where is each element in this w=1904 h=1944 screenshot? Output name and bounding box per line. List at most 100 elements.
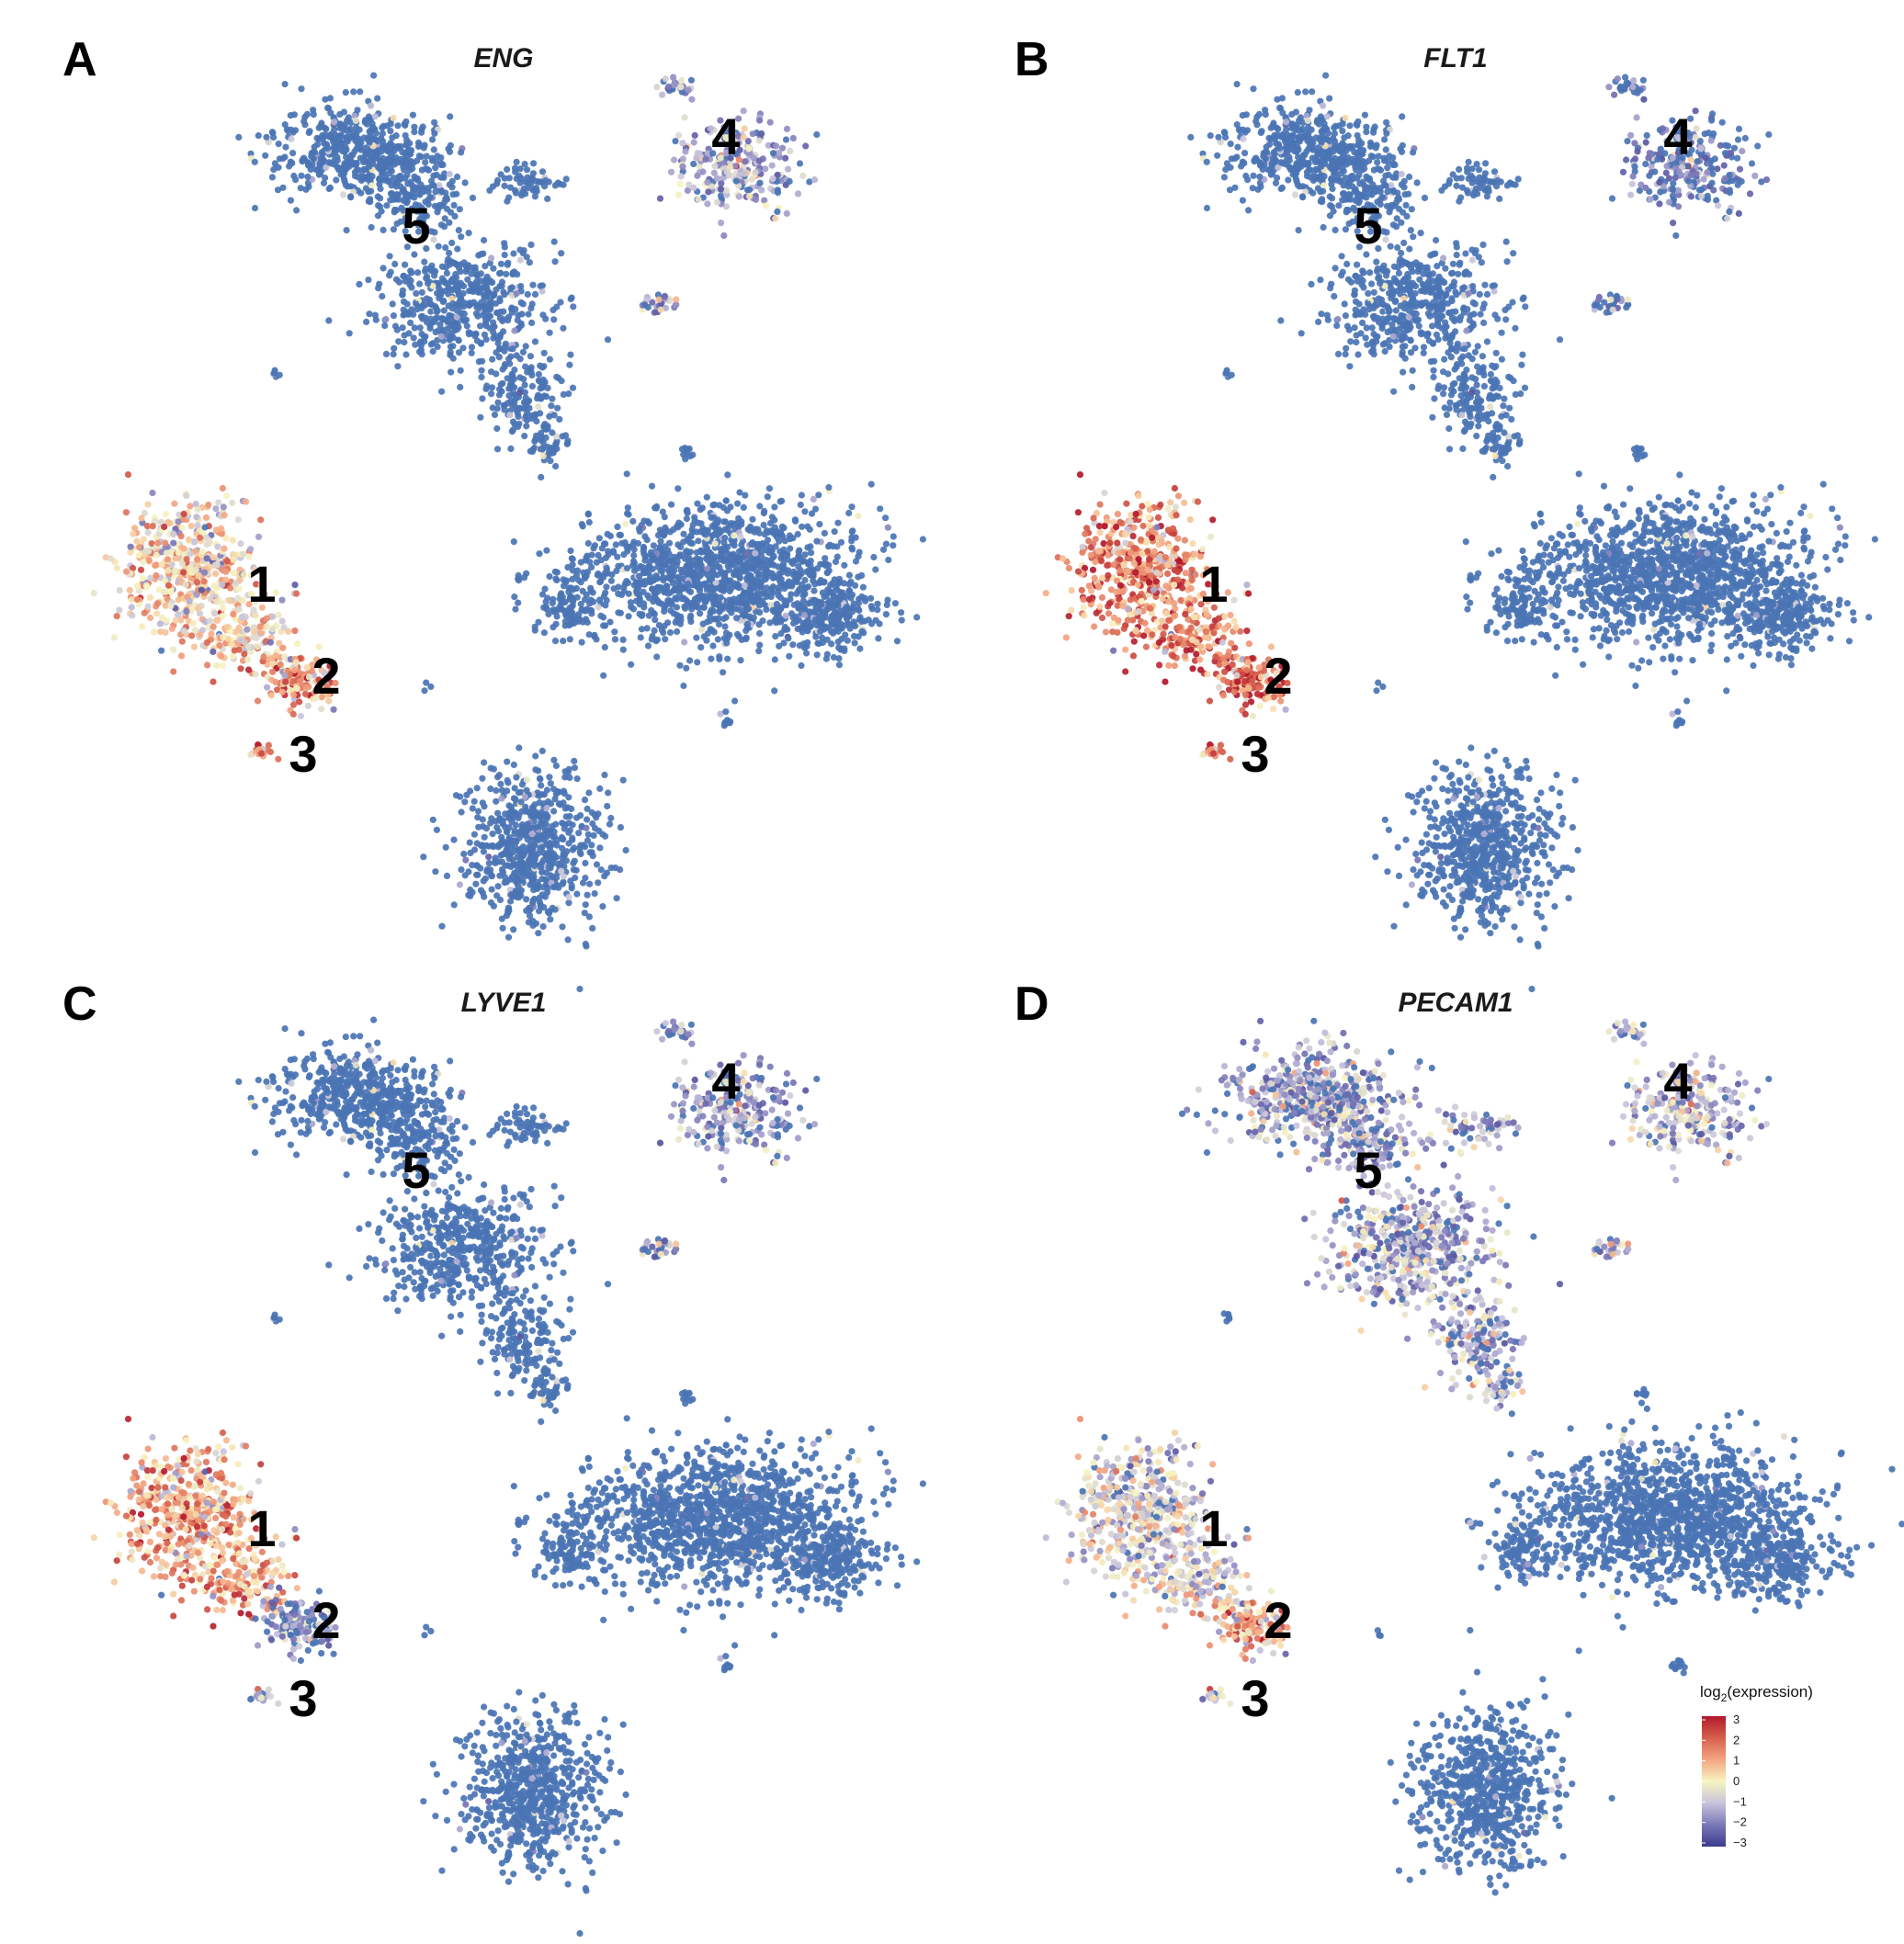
cell-point — [129, 564, 137, 572]
cell-point — [845, 571, 854, 579]
cell-point — [437, 187, 445, 195]
cell-point — [760, 521, 767, 529]
cell-point — [666, 528, 674, 536]
cell-point — [560, 576, 567, 583]
cell-point — [280, 624, 288, 631]
cell-point — [688, 539, 697, 548]
cell-point — [183, 492, 190, 500]
cell-point — [395, 338, 402, 345]
cell-point — [167, 587, 175, 595]
cell-point — [113, 564, 120, 572]
cell-point — [475, 823, 482, 831]
cell-point — [581, 910, 588, 917]
cell-point — [374, 193, 381, 200]
cell-point — [501, 251, 508, 259]
cell-point — [545, 610, 552, 618]
cell-point — [204, 661, 211, 669]
cell-point — [637, 634, 644, 641]
cell-point — [759, 617, 766, 625]
cell-point — [334, 157, 341, 164]
cell-point — [782, 154, 789, 162]
cell-point — [468, 349, 475, 356]
cell-point — [538, 168, 547, 175]
cell-point — [379, 130, 386, 137]
cell-point — [180, 569, 187, 576]
cell-point — [597, 557, 605, 564]
cell-point — [602, 602, 609, 609]
cell-point — [755, 157, 763, 164]
cell-point — [164, 518, 172, 526]
cell-point — [455, 323, 462, 331]
cell-point — [505, 356, 513, 363]
cell-point — [619, 646, 627, 653]
cell-point — [771, 516, 778, 524]
cell-point — [499, 851, 506, 858]
cell-point — [320, 179, 328, 186]
cell-point — [520, 852, 527, 859]
cell-point — [493, 370, 500, 378]
cell-point — [305, 129, 312, 137]
cell-point — [293, 640, 300, 648]
cell-point — [326, 132, 334, 140]
cell-point — [819, 639, 826, 647]
cell-point — [538, 382, 546, 390]
cell-point — [1096, 529, 1104, 537]
cell-point — [659, 508, 666, 515]
cell-point — [571, 613, 578, 620]
cell-point — [773, 142, 780, 150]
cell-point — [607, 577, 616, 584]
cell-point — [138, 514, 145, 522]
cell-point — [143, 523, 152, 530]
cell-point — [798, 492, 806, 499]
cell-point — [565, 390, 572, 398]
cell-point — [560, 878, 567, 886]
cell-point — [779, 525, 788, 532]
cell-point — [529, 281, 537, 288]
cell-point — [835, 644, 843, 651]
cell-point — [157, 628, 164, 636]
cell-point — [529, 170, 538, 177]
cell-point — [391, 175, 398, 182]
cell-point — [180, 545, 187, 552]
cell-point — [177, 652, 186, 660]
cell-point — [190, 643, 198, 650]
cell-point — [634, 539, 642, 548]
cell-point — [330, 706, 337, 713]
cell-point — [805, 618, 812, 627]
cell-point — [526, 404, 533, 412]
cell-point — [175, 596, 182, 604]
cell-point — [221, 512, 228, 519]
cell-point — [725, 566, 733, 574]
cell-point — [566, 636, 573, 643]
cell-point — [302, 684, 310, 692]
cell-point — [704, 178, 711, 186]
cell-point — [363, 120, 371, 128]
cell-point — [244, 553, 253, 560]
cell-point — [487, 764, 494, 772]
cell-point — [760, 589, 767, 597]
cell-point — [144, 529, 152, 537]
cell-point — [149, 489, 156, 497]
cell-point — [416, 280, 424, 288]
cell-point — [590, 545, 597, 552]
cell-point — [180, 627, 188, 635]
cell-point — [413, 289, 420, 297]
cell-point — [507, 863, 515, 871]
cell-point — [298, 85, 305, 93]
cell-point — [653, 84, 661, 91]
cell-point — [407, 267, 414, 275]
cell-point — [552, 820, 560, 828]
cell-point — [786, 652, 793, 660]
cell-point — [234, 516, 242, 524]
cell-point — [615, 609, 622, 616]
cell-point — [721, 719, 729, 727]
cell-point — [707, 588, 714, 596]
cell-point — [180, 510, 187, 518]
cell-point — [219, 484, 226, 492]
cell-point — [733, 558, 741, 565]
cell-point — [544, 798, 552, 806]
cell-point — [884, 524, 892, 531]
cell-point — [193, 556, 201, 563]
cell-point — [546, 829, 553, 836]
cell-point — [655, 622, 663, 629]
